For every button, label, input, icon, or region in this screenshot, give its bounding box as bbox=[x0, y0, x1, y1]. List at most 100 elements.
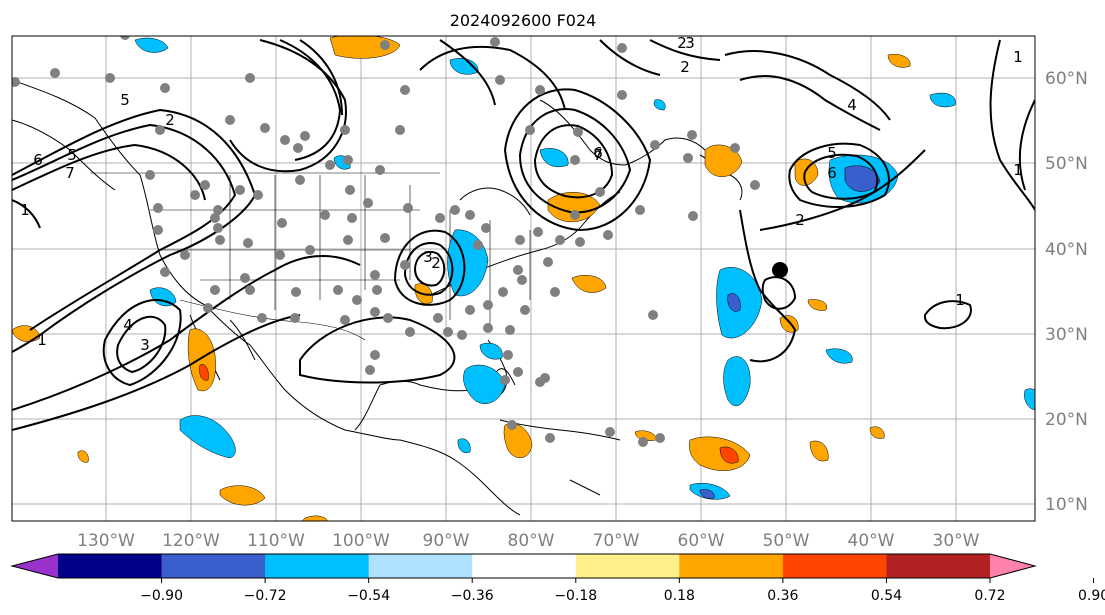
colorbar-segment bbox=[575, 554, 680, 578]
colorbar-tick-label: −0.72 bbox=[244, 588, 287, 604]
station-dot bbox=[450, 205, 460, 215]
station-dot bbox=[605, 427, 615, 437]
station-dot bbox=[533, 227, 543, 237]
station-dot bbox=[190, 190, 200, 200]
contour-label: 3 bbox=[140, 336, 150, 354]
station-dot bbox=[550, 287, 560, 297]
station-dot bbox=[730, 143, 740, 153]
contour-label: 1 bbox=[1013, 161, 1023, 179]
station-dot bbox=[243, 238, 253, 248]
colorbar-segment bbox=[368, 554, 473, 578]
contour-label: 5 bbox=[67, 146, 77, 164]
contour-label: 5 bbox=[120, 91, 130, 109]
station-dot bbox=[257, 313, 267, 323]
station-dot bbox=[635, 205, 645, 215]
lat-tick-label: 60°N bbox=[1045, 69, 1088, 89]
lon-tick-label: 50°W bbox=[763, 531, 810, 551]
station-dot bbox=[457, 330, 467, 340]
station-dot bbox=[160, 267, 170, 277]
colorbar-segment bbox=[886, 554, 991, 578]
contour-label: 1 bbox=[955, 291, 965, 309]
station-dot bbox=[603, 230, 613, 240]
station-dot bbox=[50, 68, 60, 78]
station-dot bbox=[515, 235, 525, 245]
station-dot bbox=[483, 323, 493, 333]
station-dot bbox=[595, 187, 605, 197]
station-dot bbox=[347, 213, 357, 223]
station-dot bbox=[210, 213, 220, 223]
station-dot bbox=[490, 37, 500, 47]
colorbar-tick-label: −0.36 bbox=[451, 588, 494, 604]
station-dot bbox=[498, 287, 508, 297]
station-dot bbox=[443, 327, 453, 337]
colorbar-tick-label: −0.90 bbox=[140, 588, 183, 604]
station-dot bbox=[617, 90, 627, 100]
station-dot bbox=[380, 233, 390, 243]
colorbar-segment bbox=[782, 554, 887, 578]
station-dot bbox=[513, 265, 523, 275]
station-dot bbox=[575, 237, 585, 247]
station-dot bbox=[370, 270, 380, 280]
station-dot bbox=[200, 180, 210, 190]
station-dot bbox=[638, 437, 648, 447]
colorbar-segment bbox=[265, 554, 370, 578]
station-dot bbox=[325, 160, 335, 170]
station-dot bbox=[500, 375, 510, 385]
station-dot bbox=[12, 77, 20, 87]
station-dot bbox=[648, 310, 658, 320]
station-dot bbox=[245, 73, 255, 83]
lat-tick-label: 50°N bbox=[1045, 154, 1088, 174]
station-dot bbox=[365, 365, 375, 375]
station-dot bbox=[352, 295, 362, 305]
station-dot bbox=[343, 235, 353, 245]
lat-tick-label: 10°N bbox=[1045, 495, 1088, 515]
contour-label: 3 bbox=[423, 248, 433, 266]
station-dot bbox=[435, 213, 445, 223]
station-dot bbox=[277, 218, 287, 228]
station-dot bbox=[215, 235, 225, 245]
colorbar-segment bbox=[679, 554, 784, 578]
station-dot bbox=[345, 185, 355, 195]
station-dot bbox=[403, 203, 413, 213]
station-dot bbox=[245, 285, 255, 295]
station-dot bbox=[213, 223, 223, 233]
station-dot bbox=[340, 125, 350, 135]
station-dot bbox=[235, 185, 245, 195]
station-dot bbox=[305, 245, 315, 255]
station-dot bbox=[203, 303, 213, 313]
lon-tick-label: 130°W bbox=[77, 531, 135, 551]
station-dot bbox=[363, 198, 373, 208]
station-dot bbox=[153, 203, 163, 213]
colorbar-tick-label: −0.54 bbox=[347, 588, 390, 604]
colorbar-extend-high bbox=[990, 554, 1035, 578]
colorbar-tick-label: 0.72 bbox=[974, 588, 1005, 604]
station-dot bbox=[343, 155, 353, 165]
station-dot bbox=[105, 73, 115, 83]
station-dot bbox=[383, 313, 393, 323]
colorbar-segment bbox=[58, 554, 163, 578]
station-dot bbox=[370, 350, 380, 360]
station-dot bbox=[555, 235, 565, 245]
map-frame bbox=[11, 35, 1036, 522]
contour-label: 2 bbox=[431, 254, 441, 272]
station-dot bbox=[400, 85, 410, 95]
station-dot bbox=[320, 210, 330, 220]
station-dot bbox=[153, 225, 163, 235]
station-dot bbox=[655, 433, 665, 443]
lat-tick-label: 40°N bbox=[1045, 240, 1088, 260]
colorbar-tick-label: 0.90 bbox=[1078, 588, 1105, 604]
station-dot bbox=[340, 315, 350, 325]
station-dot bbox=[688, 211, 698, 221]
station-dot bbox=[473, 240, 483, 250]
station-dot bbox=[535, 85, 545, 95]
station-dot bbox=[275, 250, 285, 260]
contour-label: 7 bbox=[593, 146, 603, 164]
station-dot bbox=[180, 250, 190, 260]
contour-label: 2 bbox=[677, 34, 687, 52]
station-dot bbox=[380, 40, 390, 50]
station-dot bbox=[160, 83, 170, 93]
contour-label: 4 bbox=[123, 316, 133, 334]
station-dot bbox=[210, 285, 220, 295]
contour-label: 6 bbox=[33, 151, 43, 169]
